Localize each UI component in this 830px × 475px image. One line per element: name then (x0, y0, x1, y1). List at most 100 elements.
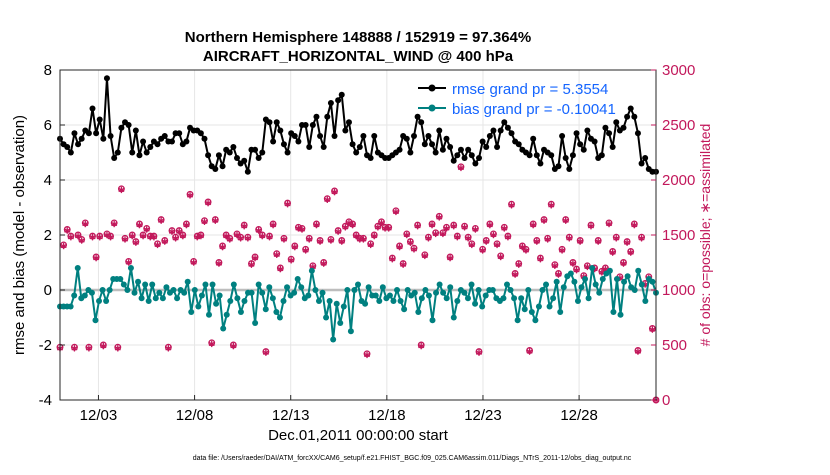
obs-assimilated-marker (132, 239, 139, 246)
rmse-point (212, 166, 219, 172)
bias-point (252, 320, 259, 326)
bias-point (291, 289, 298, 296)
rmse-point (457, 146, 464, 153)
obs-assimilated-marker (136, 221, 143, 229)
rmse-point (93, 130, 100, 137)
obs-assimilated-marker (176, 228, 183, 235)
obs-assimilated-marker (425, 235, 432, 242)
rmse-point (530, 135, 537, 142)
rmse-point (584, 127, 591, 134)
bias-point (635, 267, 642, 274)
y-tick-label-right: 500 (662, 337, 687, 354)
rmse-point (252, 146, 259, 153)
obs-assimilated-marker (403, 231, 410, 239)
rmse-point (479, 138, 486, 145)
obs-assimilated-marker (259, 232, 266, 240)
bias-point (344, 287, 351, 293)
obs-assimilated-marker (385, 225, 392, 232)
obs-assimilated-marker (251, 254, 259, 262)
bias-point (433, 289, 440, 296)
rmse-point (75, 141, 82, 148)
obs-assimilated-marker (150, 234, 158, 241)
rmse-point (230, 144, 237, 150)
rmse-point (338, 91, 345, 98)
obs-assimilated-marker (587, 223, 595, 230)
bias-point (443, 295, 450, 302)
bias-point (195, 303, 202, 310)
series-layer (57, 75, 659, 343)
rmse-point (627, 105, 634, 112)
obs-assimilated-marker (273, 251, 280, 258)
bias-point (606, 267, 613, 274)
obs-assimilated-marker (306, 236, 313, 243)
obs-assimilated-marker (483, 238, 490, 245)
obs-assimilated-marker (501, 225, 508, 232)
y-tick-label-right: 2500 (662, 117, 695, 134)
obs-assimilated-marker (454, 234, 461, 241)
bias-point (88, 289, 95, 296)
rmse-point (107, 133, 114, 139)
bias-point (92, 317, 99, 324)
obs-assimilated-marker (74, 232, 82, 240)
obs-assimilated-marker (107, 234, 114, 241)
bias-point (447, 284, 454, 291)
obs-assimilated-marker (100, 342, 107, 350)
obs-assimilated-marker (226, 236, 233, 243)
obs-assimilated-marker (255, 227, 262, 234)
obs-assimilated-marker (371, 232, 378, 240)
bias-point (156, 289, 163, 296)
rmse-point (356, 144, 363, 150)
rmse-point (259, 149, 266, 156)
bias-point (124, 287, 131, 293)
rmse-point (266, 119, 273, 126)
bias-point (624, 273, 631, 280)
bias-point (103, 298, 110, 304)
bias-point (504, 281, 510, 288)
obs-assimilated-marker (443, 225, 450, 232)
ticks-layer: -4 -2 0 2 4 6 8 12/03 12/08 12/13 12/18 12/23 12/28 0… (39, 62, 696, 424)
bias-point (152, 295, 159, 302)
obs-assimilated-marker (439, 230, 446, 238)
rmse-point (504, 124, 511, 131)
obs-count-layer (56, 163, 660, 404)
rmse-point (85, 130, 92, 137)
obs-assimilated-marker (270, 221, 277, 229)
bias-point (71, 292, 78, 299)
obs-assimilated-marker (93, 254, 100, 262)
bias-point (543, 281, 550, 288)
y-tick-label-left: 6 (44, 117, 52, 134)
rmse-point (255, 155, 262, 161)
rmse-point (284, 149, 291, 156)
rmse-point (569, 152, 576, 159)
rmse-point (508, 130, 515, 137)
obs-assimilated-marker (465, 235, 472, 242)
obs-assimilated-marker (201, 218, 208, 225)
obs-assimilated-marker (67, 234, 74, 241)
bias-point (213, 300, 220, 307)
obs-assimilated-marker (555, 271, 562, 278)
obs-assimilated-marker (288, 257, 295, 264)
bias-point (390, 298, 397, 304)
rmse-point (613, 119, 620, 126)
y-tick-label-right: 1500 (662, 227, 695, 244)
bias-point (280, 298, 287, 304)
x-tick-label: 12/23 (464, 407, 502, 424)
obs-assimilated-marker (353, 232, 360, 240)
rmse-point (577, 141, 584, 148)
bias-point (312, 287, 319, 293)
bias-point (191, 287, 198, 293)
bias-point (315, 298, 322, 304)
bias-point (425, 292, 432, 299)
rmse-point (573, 130, 580, 137)
y-axis-label-right: # of obs: o=possible; ∗=assimilated (697, 124, 713, 347)
rmse-point (421, 141, 428, 148)
bias-point (461, 289, 468, 296)
bias-point (220, 325, 227, 332)
bias-point (127, 265, 134, 271)
bias-point (418, 295, 425, 302)
rmse-point (490, 127, 497, 134)
obs-assimilated-marker (512, 271, 519, 278)
bias-point (67, 303, 74, 310)
obs-assimilated-marker (620, 260, 627, 267)
